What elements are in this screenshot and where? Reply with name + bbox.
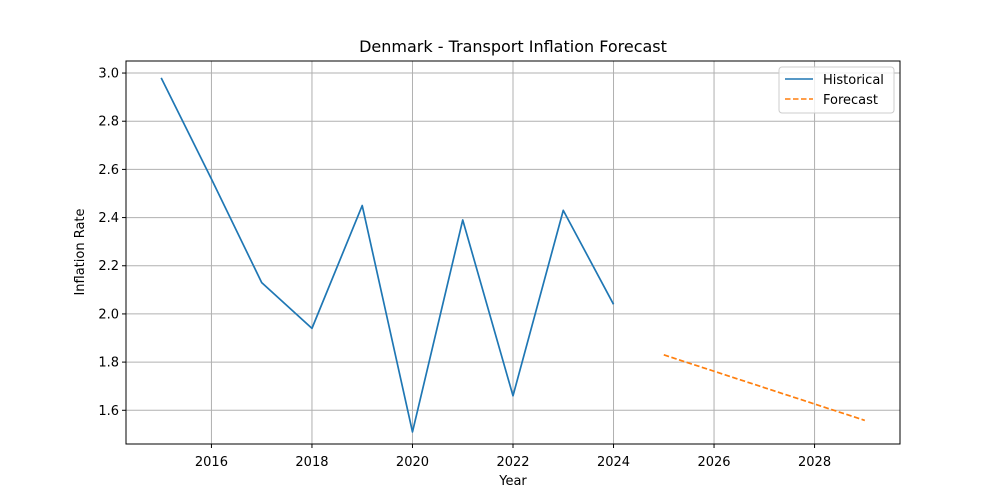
- series-line-historical: [160, 77, 615, 433]
- x-axis-title: Year: [498, 474, 527, 489]
- y-tick-label: 2.4: [98, 211, 119, 226]
- legend-label-forecast: Forecast: [823, 93, 878, 108]
- y-tick-label: 1.8: [98, 356, 119, 371]
- legend-label-historical: Historical: [823, 73, 884, 88]
- x-tick-label: 2016: [195, 455, 228, 470]
- series-layer: [160, 77, 866, 433]
- y-tick-label: 2.2: [98, 259, 119, 274]
- x-tick-label: 2028: [798, 455, 831, 470]
- x-tick-label: 2026: [697, 455, 730, 470]
- x-tick-label: 2020: [396, 455, 429, 470]
- x-tick-label: 2024: [597, 455, 630, 470]
- x-tick-label: 2022: [496, 455, 529, 470]
- y-tick-label: 2.0: [98, 307, 119, 322]
- legend: Historical Forecast: [778, 66, 895, 114]
- chart-title: Denmark - Transport Inflation Forecast: [359, 37, 667, 56]
- y-tick-label: 1.6: [98, 404, 119, 419]
- ticks: 2016 2018 2020 2022 2024 2026 2028 1.6 1.8 2.0 2.2…: [98, 67, 831, 470]
- y-tick-label: 2.8: [98, 115, 119, 130]
- y-tick-label: 3.0: [98, 67, 119, 82]
- y-tick-label: 2.6: [98, 163, 119, 178]
- series-line-forecast: [663, 354, 866, 422]
- x-tick-label: 2018: [295, 455, 328, 470]
- y-axis-title: Inflation Rate: [73, 208, 88, 295]
- grid: [126, 61, 900, 444]
